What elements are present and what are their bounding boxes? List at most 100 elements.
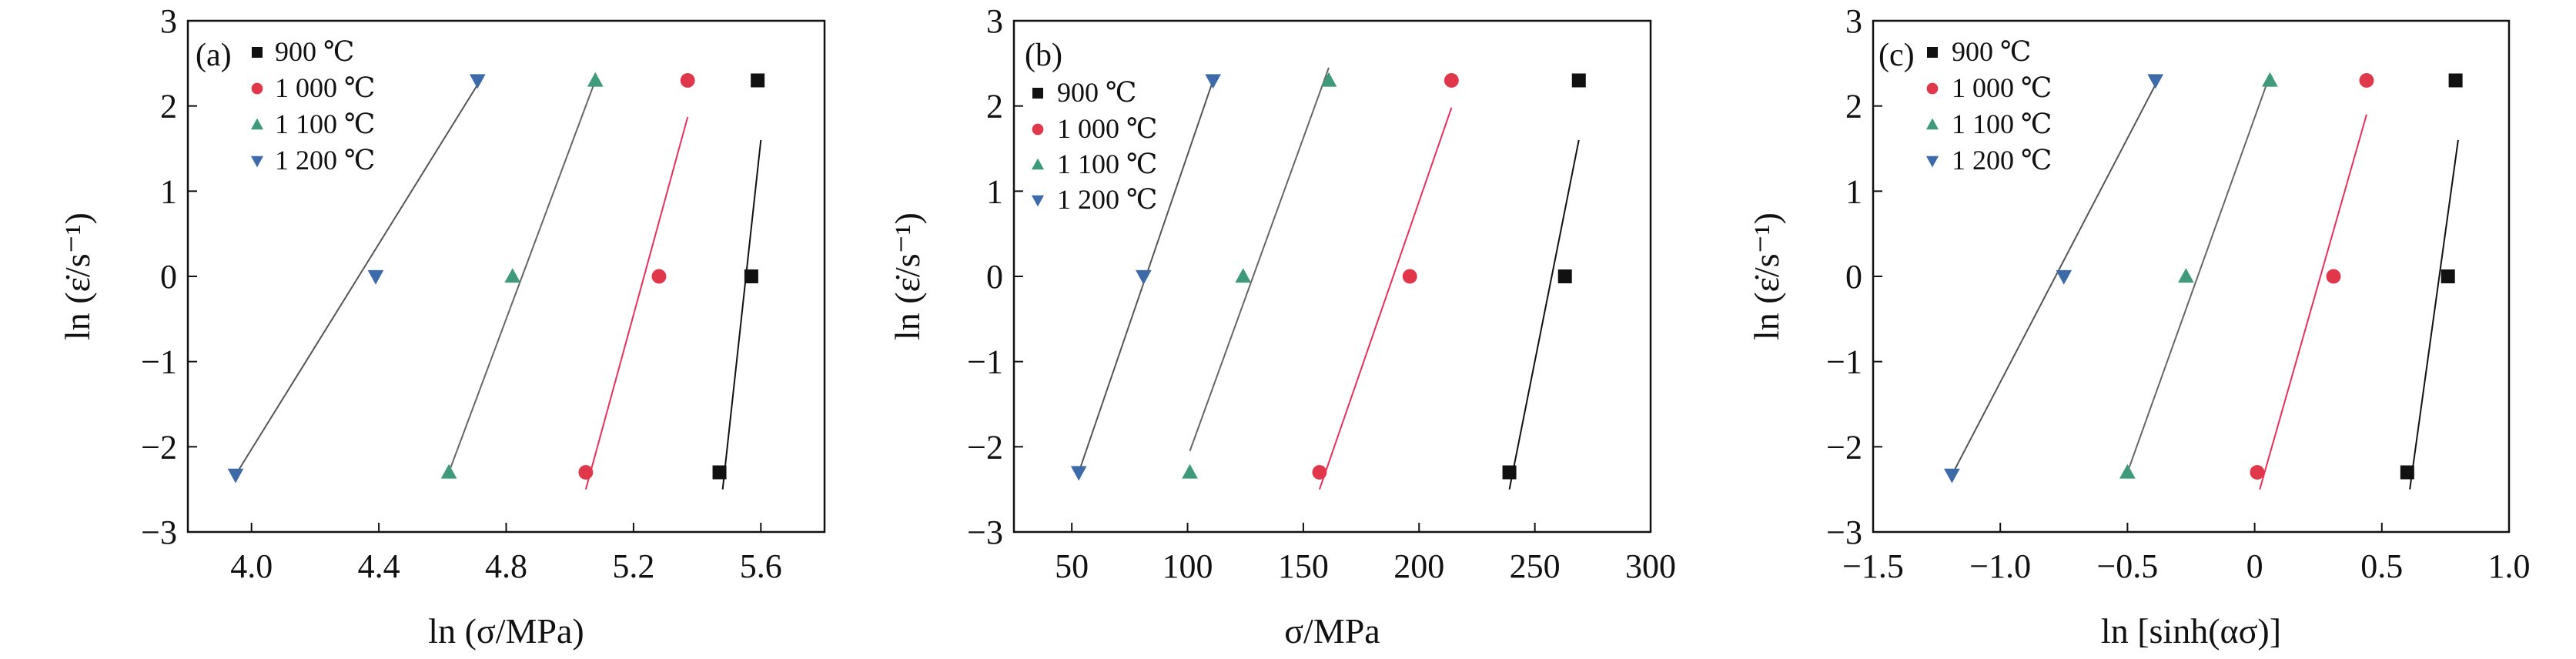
legend-marker-4 <box>250 156 264 168</box>
triangle-up-marker <box>2262 72 2278 87</box>
square-marker <box>744 269 758 283</box>
square-marker <box>1502 465 1517 480</box>
y-tick-label: 1 <box>986 172 1003 210</box>
square-marker <box>712 465 727 480</box>
y-tick-label: −3 <box>141 513 177 551</box>
legend-label-4: 1 200 ℃ <box>275 145 375 176</box>
circle-marker <box>680 73 695 88</box>
y-tick-label: −1 <box>1826 343 1862 381</box>
legend-label-2: 1 000 ℃ <box>1952 72 2052 103</box>
square-marker <box>2448 73 2463 88</box>
legend-marker-2 <box>1926 82 1939 95</box>
triangle-down-marker <box>227 468 244 483</box>
triangle-up-marker <box>1320 72 1337 87</box>
fit-line-2 <box>584 116 689 490</box>
triangle-up-marker <box>504 268 521 283</box>
circle-marker <box>2250 465 2265 480</box>
y-tick-label: 1 <box>1845 172 1862 210</box>
x-tick-label: 4.4 <box>358 547 400 585</box>
x-tick-label: 50 <box>1055 547 1089 585</box>
x-axis-label: σ/MPa <box>1284 611 1380 651</box>
x-tick-label: 4.0 <box>230 547 273 585</box>
y-tick-label: 0 <box>986 258 1003 296</box>
legend-marker-1 <box>1927 47 1938 58</box>
x-axis-label: ln (σ/MPa) <box>428 611 584 651</box>
legend-marker-1 <box>1032 88 1043 99</box>
legend-label-1: 900 ℃ <box>1057 77 1136 108</box>
x-tick-label: 200 <box>1393 547 1444 585</box>
y-tick-label: −2 <box>967 428 1003 466</box>
legend-marker-3 <box>1925 118 1939 130</box>
y-tick-label: 2 <box>986 88 1003 125</box>
x-tick-label: 5.2 <box>612 547 654 585</box>
triangle-down-marker <box>2147 74 2164 89</box>
y-tick-label: 1 <box>160 172 177 210</box>
circle-marker <box>578 465 594 480</box>
legend-label-2: 1 000 ℃ <box>275 72 375 103</box>
circle-marker <box>651 269 667 284</box>
y-tick-label: −2 <box>141 428 177 466</box>
legend-label-2: 1 000 ℃ <box>1057 113 1157 144</box>
triangle-up-marker <box>1182 463 1198 479</box>
square-marker <box>1557 269 1572 283</box>
fit-line-1 <box>2409 139 2459 490</box>
chart-panel-3: −1.5 −1.0 −0.5 0 0.5 1.0 −3 −2 −1 0 1 2 3 ln [sinh(ασ… <box>1747 2 2531 651</box>
x-tick-label: −1.5 <box>1842 547 1904 585</box>
triangle-down-marker <box>1944 468 1960 483</box>
legend-marker-4 <box>1031 195 1045 207</box>
fit-line-1 <box>1508 139 1580 490</box>
circle-marker <box>1312 465 1327 480</box>
square-marker <box>2400 465 2414 480</box>
fit-line-2 <box>1319 107 1453 490</box>
chart-panel-2: 50 100 150 200 250 300 −3 −2 −1 0 1 2 3 σ/MPa ln (ε̇/s… <box>888 2 1676 651</box>
legend-label-1: 900 ℃ <box>275 36 354 67</box>
triangle-down-marker <box>1136 269 1152 285</box>
y-tick-label: −1 <box>141 343 177 381</box>
triangle-up-marker <box>587 72 604 87</box>
x-tick-label: 250 <box>1510 547 1561 585</box>
legend-label-4: 1 200 ℃ <box>1952 145 2052 176</box>
fit-line-4 <box>235 84 479 476</box>
x-tick-label: 150 <box>1278 547 1329 585</box>
chart-panel-1: 4.0 4.4 4.8 5.2 5.6 −3 −2 −1 0 1 2 3 ln (σ/MPa) ln (ε… <box>58 2 826 651</box>
x-tick-label: 100 <box>1163 547 1213 585</box>
legend-label-1: 900 ℃ <box>1952 36 2031 67</box>
y-tick-label: 3 <box>986 2 1003 40</box>
legend-label-3: 1 100 ℃ <box>1952 109 2052 139</box>
x-tick-label: 0 <box>2246 547 2263 585</box>
circle-marker <box>2359 73 2374 88</box>
panel-label: (b) <box>1025 38 1062 73</box>
y-tick-label: 0 <box>1845 258 1862 296</box>
square-marker <box>1571 73 1586 88</box>
legend-marker-3 <box>250 118 264 130</box>
square-marker <box>751 73 765 88</box>
panel-label: (c) <box>1878 38 1915 73</box>
triangle-up-marker <box>2119 463 2136 479</box>
legend-label-4: 1 200 ℃ <box>1057 184 1157 215</box>
legend-marker-3 <box>1031 158 1045 170</box>
triangle-up-marker <box>1235 268 1252 283</box>
y-tick-label: 2 <box>1845 88 1862 125</box>
x-tick-label: −1.0 <box>1969 547 2031 585</box>
y-tick-label: 3 <box>160 2 177 40</box>
legend-label-3: 1 100 ℃ <box>275 109 375 139</box>
y-tick-label: 2 <box>160 88 177 125</box>
y-tick-label: −2 <box>1826 428 1862 466</box>
legend-marker-1 <box>252 47 263 58</box>
fit-line-3 <box>1189 67 1330 452</box>
y-tick-label: −3 <box>1826 513 1862 551</box>
fit-line-2 <box>2259 114 2367 490</box>
circle-marker <box>2326 269 2341 284</box>
y-tick-label: 0 <box>160 258 177 296</box>
x-axis-label: ln [sinh(ασ)] <box>2101 611 2281 651</box>
triangle-down-marker <box>1070 466 1087 481</box>
y-tick-label: 3 <box>1845 2 1862 40</box>
triangle-up-marker <box>2178 268 2194 283</box>
x-tick-label: 4.8 <box>485 547 527 585</box>
fit-line-1 <box>721 139 762 490</box>
legend-label-3: 1 100 ℃ <box>1057 149 1157 179</box>
circle-marker <box>1444 73 1459 88</box>
triangle-down-marker <box>2056 269 2073 285</box>
fit-line-4 <box>1951 84 2156 476</box>
